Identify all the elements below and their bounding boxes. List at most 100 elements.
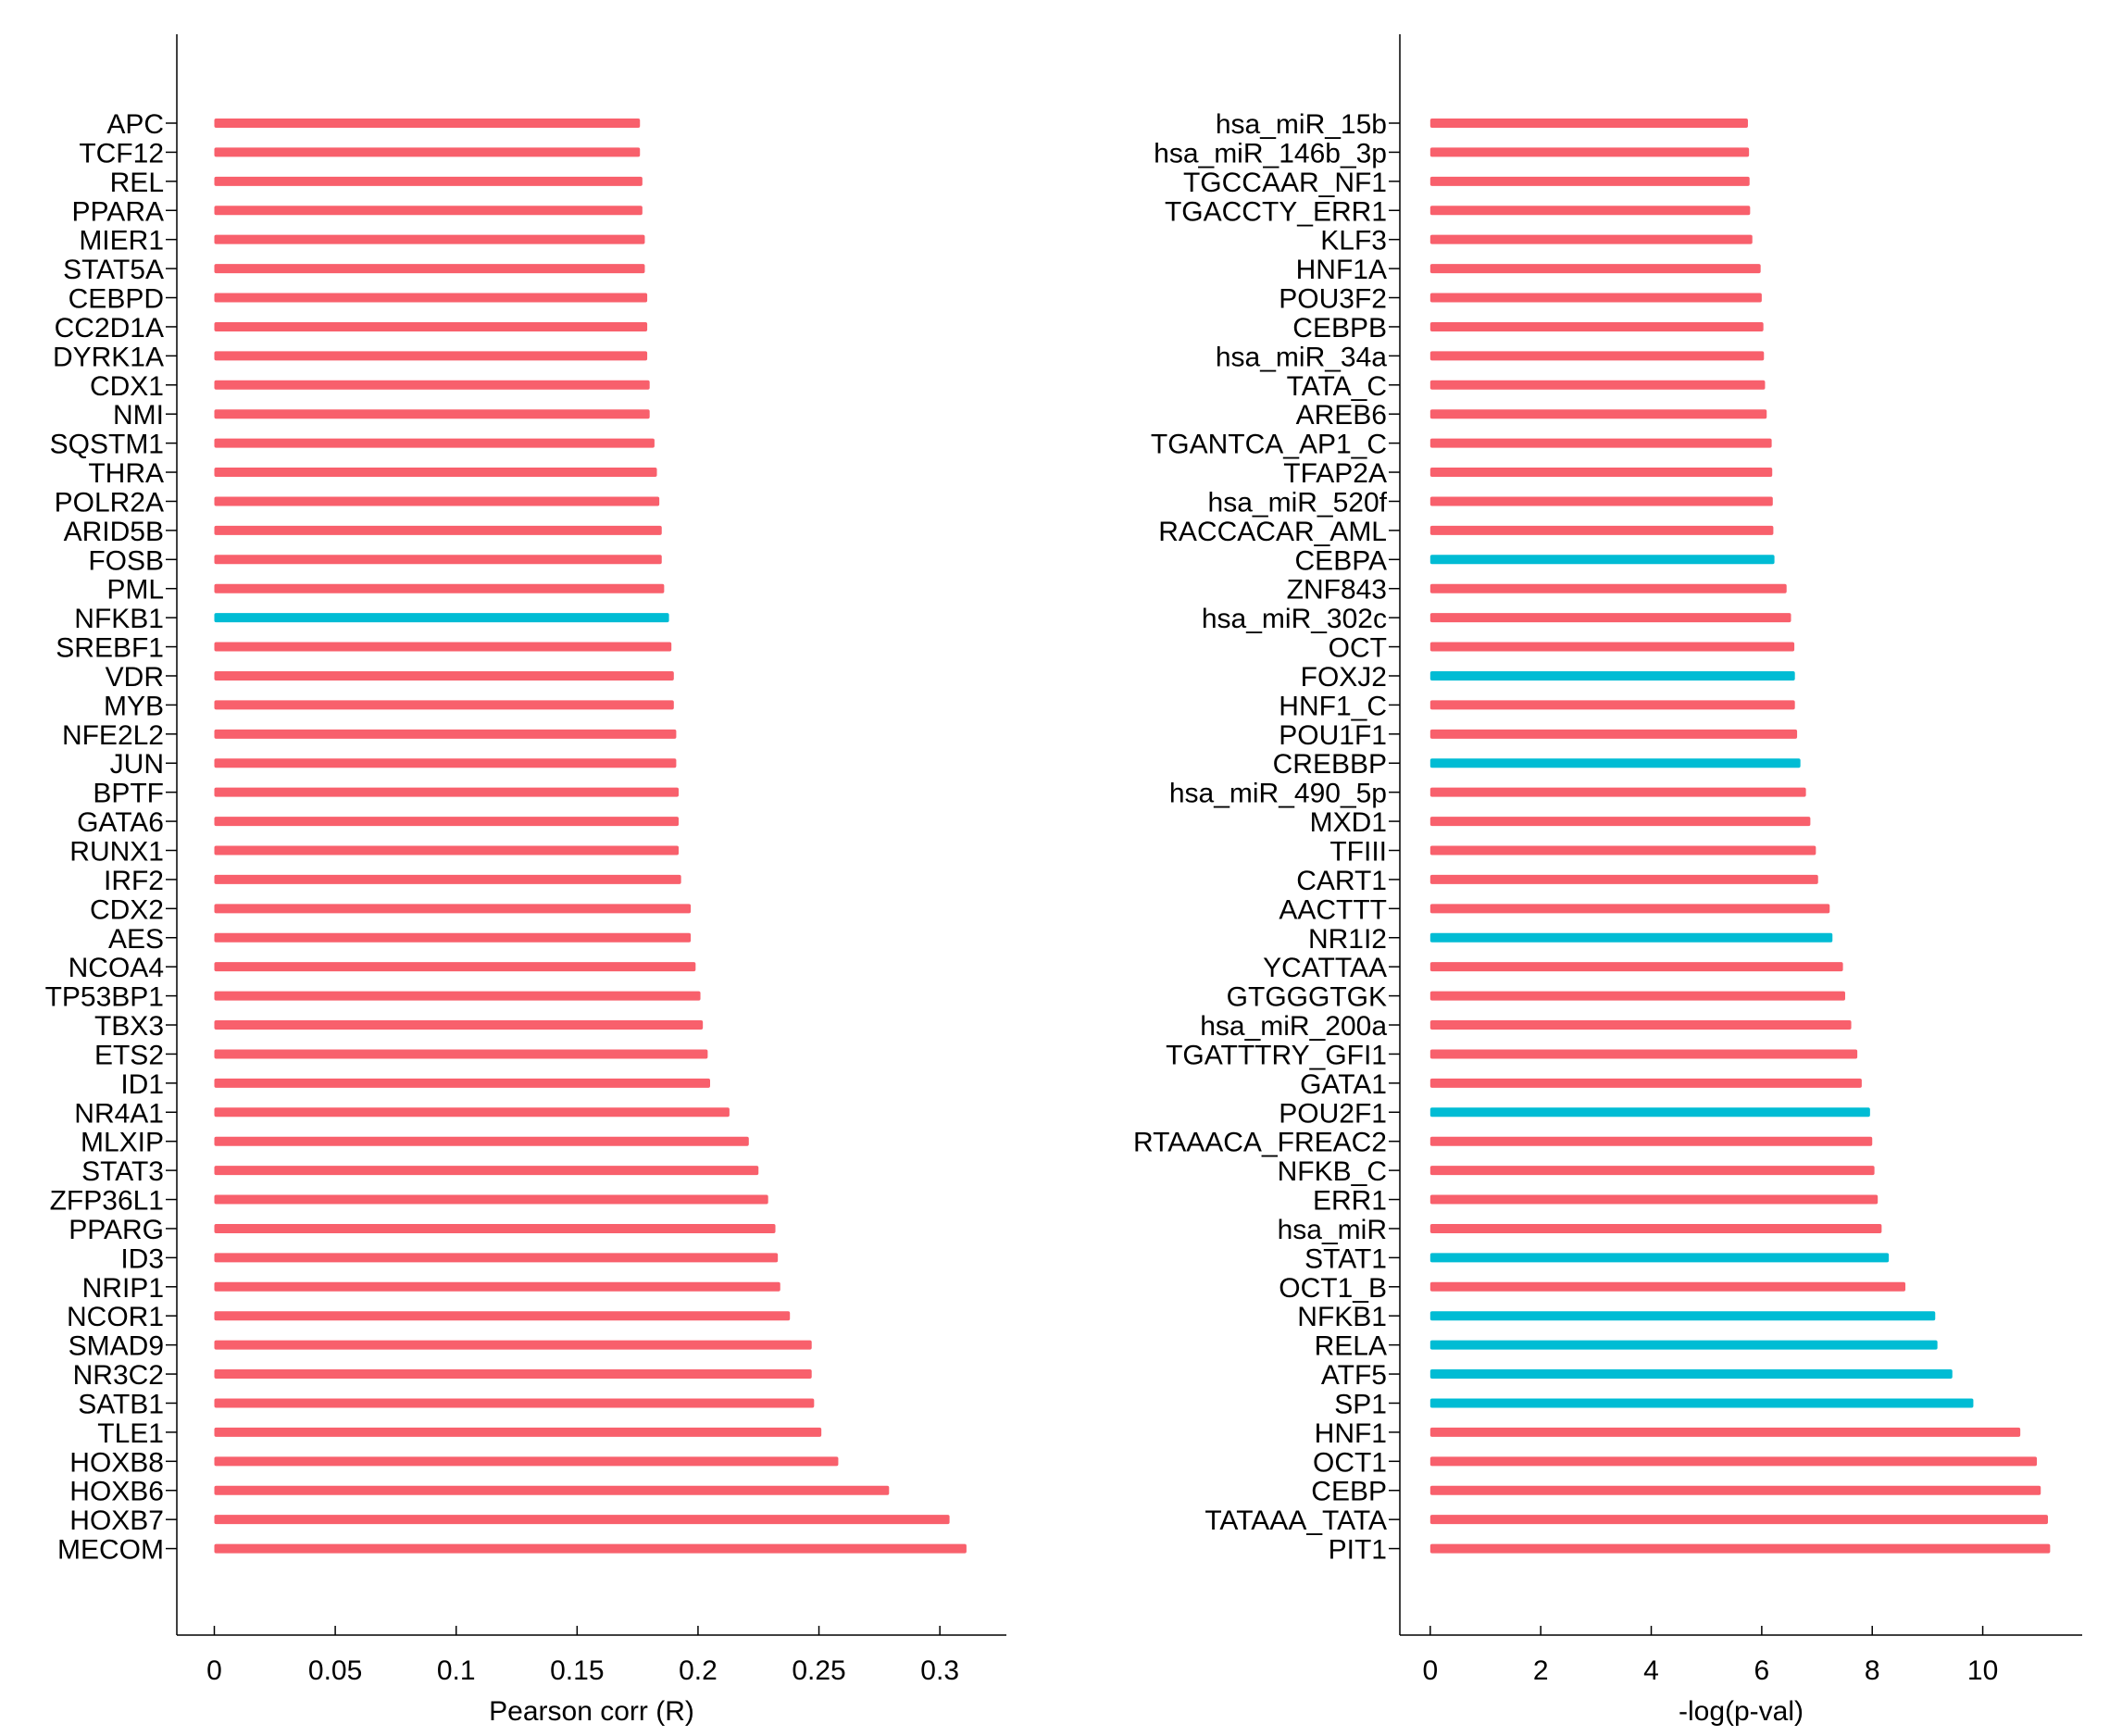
pval-label-znf843: ZNF843: [1287, 575, 1387, 606]
corr-label-bptf: BPTF: [93, 779, 164, 809]
corr-bar-irf2: [214, 874, 681, 884]
corr-label-stat3: STAT3: [81, 1156, 164, 1187]
corr-label-tp53bp1: TP53BP1: [45, 982, 164, 1013]
corr-label-jun: JUN: [110, 749, 164, 780]
pval-label-cebpa: CEBPA: [1295, 545, 1387, 576]
corr-bar-srebf1: [214, 642, 672, 652]
pval-x-tick-label: 10: [1967, 1655, 1998, 1686]
corr-label-cebpd: CEBPD: [69, 284, 164, 315]
pval-label-tgantca-ap1-c: TGANTCA_AP1_C: [1151, 430, 1387, 460]
pval-bar-hsa-mir-490-5p: [1429, 787, 1806, 797]
pval-label-tgccaar-nf1: TGCCAAR_NF1: [1183, 168, 1387, 198]
pval-label-pit1: PIT1: [1329, 1535, 1387, 1566]
pval-label-gtgggtgk: GTGGGTGK: [1227, 982, 1387, 1013]
pval-label-nfkb-c: NFKB_C: [1278, 1156, 1387, 1187]
pval-bar-cebpb: [1429, 321, 1764, 331]
corr-x-tick-label: 0.1: [437, 1655, 476, 1686]
pval-x-tick-label: 6: [1754, 1655, 1770, 1686]
corr-label-id1: ID1: [120, 1069, 164, 1100]
corr-bar-nfkb1: [214, 613, 669, 623]
corr-bar-aes: [214, 932, 692, 943]
pval-label-tfiii: TFIII: [1329, 837, 1387, 868]
corr-label-vdr: VDR: [106, 662, 164, 693]
corr-label-srebf1: SREBF1: [56, 633, 164, 664]
corr-bar-ncoa4: [214, 962, 696, 972]
corr-bar-nr4a1: [214, 1107, 730, 1118]
pval-label-hsa-mir-200a: hsa_miR_200a: [1200, 1011, 1387, 1042]
corr-bar-smad9: [214, 1340, 812, 1350]
pval-label-err1: ERR1: [1313, 1186, 1387, 1217]
corr-bar-sqstm1: [214, 438, 655, 448]
pval-bar-hsa-mir-15b: [1429, 119, 1748, 128]
pval-bar-crebbp: [1429, 758, 1801, 768]
corr-label-ncor1: NCOR1: [67, 1302, 164, 1332]
corr-bar-cdx1: [214, 380, 650, 390]
corr-bar-nmi: [214, 409, 650, 419]
corr-label-rel: REL: [110, 168, 164, 198]
pval-label-hsa-mir-490-5p: hsa_miR_490_5p: [1169, 779, 1387, 809]
corr-bar-rel: [214, 176, 643, 186]
corr-label-aes: AES: [108, 924, 164, 955]
corr-bar-tp53bp1: [214, 991, 701, 1001]
pval-label-tfap2a: TFAP2A: [1283, 458, 1387, 489]
corr-label-pml: PML: [106, 575, 164, 606]
corr-bar-stat3: [214, 1166, 759, 1176]
corr-label-arid5b: ARID5B: [64, 517, 164, 547]
corr-label-nr4a1: NR4A1: [74, 1098, 164, 1129]
pval-label-foxj2: FOXJ2: [1301, 662, 1387, 693]
corr-label-nrip1: NRIP1: [82, 1273, 164, 1304]
pval-label-tata-c: TATA_C: [1287, 371, 1387, 402]
corr-label-tle1: TLE1: [97, 1418, 164, 1449]
pval-bar-raccacar-aml: [1429, 525, 1774, 535]
pval-bar-nfkb1: [1429, 1311, 1936, 1321]
corr-label-cdx1: CDX1: [90, 371, 164, 402]
pval-label-cart1: CART1: [1296, 866, 1387, 896]
corr-bar-stat5a: [214, 264, 645, 274]
corr-label-mlxip: MLXIP: [81, 1128, 164, 1158]
pval-label-tgatttry-gfi1: TGATTTRY_GFI1: [1166, 1040, 1387, 1070]
corr-label-tbx3: TBX3: [94, 1011, 164, 1042]
pval-label-klf3: KLF3: [1320, 226, 1387, 256]
pval-bar-tgccaar-nf1: [1429, 176, 1750, 186]
corr-bar-ncor1: [214, 1311, 791, 1321]
corr-bar-mecom: [214, 1543, 967, 1554]
pval-x-axis-title: -log(p-val): [1679, 1696, 1804, 1727]
pearson-correlation-panel: 0 0.05 0.1 0.15 0.2 0.25 0.3 Pearson corr (R) AP…: [45, 34, 1006, 1727]
pval-bar-rela: [1429, 1340, 1938, 1350]
pval-label-oct: OCT: [1329, 633, 1387, 664]
corr-label-mier1: MIER1: [79, 226, 164, 256]
pval-bar-sp1: [1429, 1398, 1974, 1408]
pval-label-cebpb: CEBPB: [1292, 313, 1387, 343]
corr-label-polr2a: POLR2A: [55, 487, 164, 518]
pval-bar-cebpa: [1429, 555, 1775, 565]
corr-bar-thra: [214, 468, 657, 478]
pval-label-pou1f1: POU1F1: [1279, 720, 1387, 751]
pval-x-tick-label: 0: [1422, 1655, 1438, 1686]
pval-bar-hsa-mir: [1429, 1223, 1882, 1233]
pval-label-hsa-mir-34a: hsa_miR_34a: [1216, 342, 1387, 372]
pval-bar-mxd1: [1429, 817, 1811, 827]
corr-bar-tcf12: [214, 147, 641, 157]
pval-label-cebp: CEBP: [1311, 1477, 1387, 1507]
corr-label-tcf12: TCF12: [79, 138, 164, 169]
corr-label-smad9: SMAD9: [69, 1331, 164, 1362]
pval-bar-oct: [1429, 642, 1795, 652]
corr-bar-gata6: [214, 817, 680, 827]
corr-label-myb: MYB: [104, 691, 164, 721]
pval-bar-atf5: [1429, 1369, 1953, 1380]
pval-label-hsa-mir: hsa_miR: [1278, 1215, 1387, 1245]
pval-label-hsa-mir-520f: hsa_miR_520f: [1208, 487, 1388, 518]
corr-bar-id3: [214, 1253, 779, 1263]
corr-x-tick-label: 0.2: [679, 1655, 718, 1686]
pval-label-hsa-mir-146b-3p: hsa_miR_146b_3p: [1154, 138, 1387, 169]
pval-bar-hnf1-c: [1429, 700, 1795, 710]
pval-label-hnf1: HNF1: [1315, 1418, 1387, 1449]
pval-bar-areb6: [1429, 409, 1767, 419]
corr-label-mecom: MECOM: [57, 1535, 164, 1566]
corr-label-pparg: PPARG: [69, 1215, 164, 1245]
pval-bar-znf843: [1429, 583, 1787, 593]
pval-bar-rtaaaca-freac2: [1429, 1136, 1873, 1146]
pval-bar-err1: [1429, 1194, 1879, 1205]
pval-bar-hnf1a: [1429, 264, 1761, 274]
pval-label-hnf1a: HNF1A: [1296, 255, 1387, 285]
